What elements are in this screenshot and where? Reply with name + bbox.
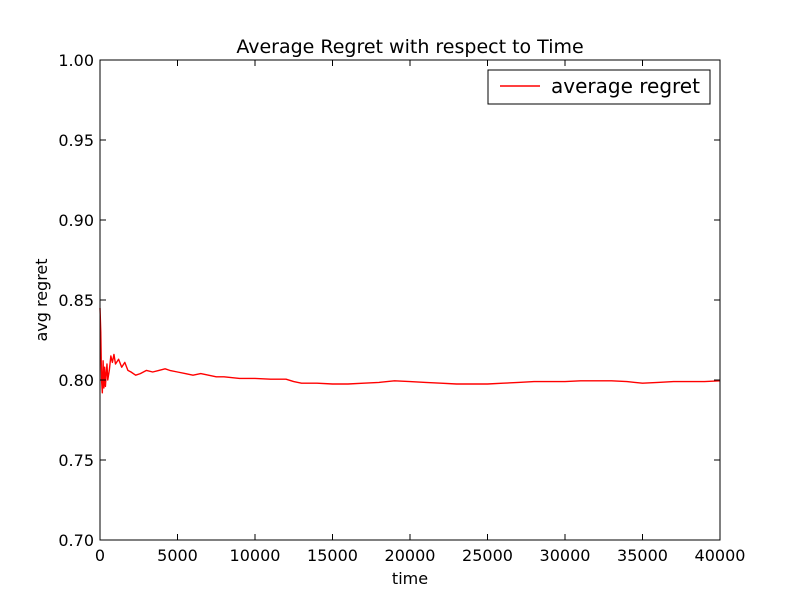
legend-label: average regret xyxy=(551,74,700,98)
plot-area xyxy=(99,59,721,541)
legend-box xyxy=(487,69,711,105)
y-tick-label: 0.95 xyxy=(58,131,94,150)
y-axis-label: avg regret xyxy=(32,258,51,341)
x-tick-label: 30000 xyxy=(540,546,591,565)
x-tick-label: 0 xyxy=(95,546,105,565)
y-tick-label: 0.85 xyxy=(58,291,94,310)
y-axis: 0.70 0.75 0.80 0.85 0.90 0.95 1.00 xyxy=(58,51,720,550)
x-tick-label: 20000 xyxy=(385,546,436,565)
chart-title: Average Regret with respect to Time xyxy=(236,36,583,58)
y-tick-label: 0.70 xyxy=(58,531,94,550)
series-line-average-regret xyxy=(99,307,721,394)
x-tick-label: 15000 xyxy=(307,546,358,565)
x-tick-label: 10000 xyxy=(230,546,281,565)
x-tick-label: 25000 xyxy=(462,546,513,565)
plot-background xyxy=(100,60,720,540)
x-tick-label: 40000 xyxy=(695,546,746,565)
y-tick-label: 0.90 xyxy=(58,211,94,230)
x-axis-label: time xyxy=(392,569,428,588)
data-lines xyxy=(99,307,721,394)
y-tick-label: 0.75 xyxy=(58,451,94,470)
x-tick-label: 5000 xyxy=(157,546,198,565)
x-axis: 0 5000 10000 15000 20000 25000 30000 35000 40000 xyxy=(95,60,746,565)
legend: average regret xyxy=(487,69,711,105)
x-tick-label: 35000 xyxy=(617,546,668,565)
y-tick-label: 0.80 xyxy=(58,371,94,390)
y-tick-label: 1.00 xyxy=(58,51,94,70)
